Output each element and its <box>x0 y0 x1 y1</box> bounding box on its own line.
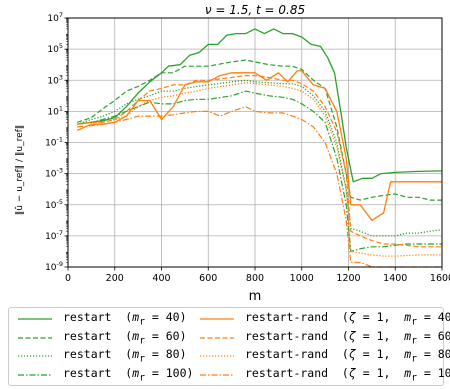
grid <box>68 18 442 267</box>
series-line-6 <box>77 76 442 247</box>
chart-title: ν = 1.5, t = 0.85 <box>205 3 305 17</box>
series-line-1 <box>77 29 442 182</box>
x-tick-label: 1600 <box>430 273 450 284</box>
x-tick-label: 800 <box>246 273 264 284</box>
x-tick-label: 200 <box>106 273 124 284</box>
legend-item: restart-rand (ζ = 1, mr = 80) <box>199 348 450 364</box>
series-line-8 <box>77 107 442 267</box>
y-tick-label: 101 <box>47 104 63 117</box>
y-tick-label: 103 <box>47 73 63 86</box>
legend-item: restart-rand (ζ = 1, mr = 40) <box>199 311 450 327</box>
series-line-4 <box>77 91 442 251</box>
x-tick-label: 1400 <box>383 273 407 284</box>
legend-swatch <box>199 314 235 324</box>
legend-swatch <box>17 351 53 361</box>
legend-swatch <box>199 351 235 361</box>
legend-label: restart (mr = 80) <box>63 347 187 364</box>
legend-label: restart-rand (ζ = 1, mr = 80) <box>245 347 450 364</box>
y-axis-label: ‖û − u_ref‖ / ‖u_ref‖ <box>15 125 25 216</box>
legend-item: restart-rand (ζ = 1, mr = 60) <box>199 330 450 346</box>
legend-swatch <box>17 333 53 343</box>
series-line-3 <box>77 80 442 236</box>
y-tick-label: 10-5 <box>45 198 63 211</box>
legend-item: restart (mr = 60) <box>17 330 187 346</box>
legend-item: restart (mr = 80) <box>17 348 187 364</box>
x-tick-label: 600 <box>199 273 217 284</box>
y-tick-label: 10-7 <box>45 229 63 242</box>
series-line-2 <box>77 60 442 200</box>
legend-swatch <box>199 333 235 343</box>
legend-label: restart (mr = 100) <box>63 366 193 383</box>
chart: ν = 1.5, t = 0.85 m ‖û − u_ref‖ / ‖u_ref… <box>0 0 450 307</box>
x-tick-label: 1200 <box>336 273 360 284</box>
series-layer <box>77 29 442 267</box>
x-tick-label: 1000 <box>290 273 314 284</box>
legend-item: restart-rand (ζ = 1, mr = 100) <box>199 367 450 383</box>
y-tick-label: 105 <box>47 42 63 55</box>
legend-item: restart (mr = 40) <box>17 311 187 327</box>
x-tick-label: 400 <box>152 273 170 284</box>
legend-label: restart-rand (ζ = 1, mr = 40) <box>245 310 450 327</box>
ticks: 0 200 400 600 800 1000 1200 1400 1600 107 105 103 10… <box>45 11 450 284</box>
legend-label: restart-rand (ζ = 1, mr = 100) <box>245 366 450 383</box>
x-tick-label: 0 <box>65 273 71 284</box>
y-tick-label: 10-1 <box>45 136 63 149</box>
legend: restart (mr = 40) restart (mr = 60) restar… <box>8 307 444 386</box>
legend-swatch <box>17 370 53 380</box>
legend-label: restart-rand (ζ = 1, mr = 60) <box>245 329 450 346</box>
series-line-5 <box>77 71 442 220</box>
legend-label: restart (mr = 60) <box>63 329 187 346</box>
y-tick-label: 10-9 <box>45 260 63 273</box>
legend-item: restart (mr = 100) <box>17 367 193 383</box>
legend-label: restart (mr = 40) <box>63 310 187 327</box>
x-axis-label: m <box>249 289 262 304</box>
legend-swatch <box>17 314 53 324</box>
y-tick-label: 10-3 <box>45 167 63 180</box>
y-tick-label: 107 <box>47 11 63 24</box>
legend-swatch <box>199 370 235 380</box>
